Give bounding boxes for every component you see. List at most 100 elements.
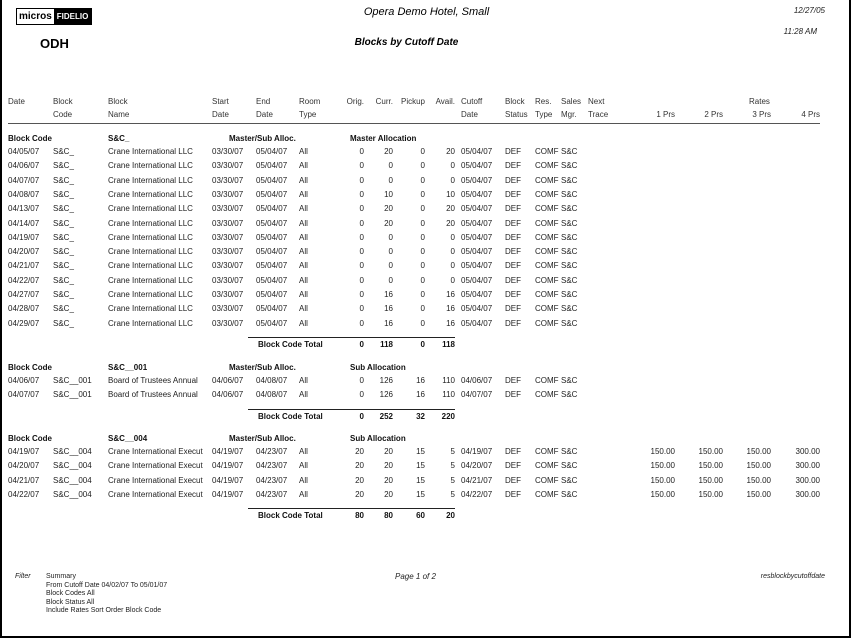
cell-sales-mgr: S&C — [561, 290, 578, 299]
cell-block-name: Crane International LLC — [108, 232, 193, 242]
cell-block-code: S&C__001 — [53, 390, 92, 400]
column-header-end-date: End — [256, 97, 271, 106]
cell-rate-4-prs: 300.00 — [795, 461, 820, 471]
cell-sales-mgr: S&C — [561, 147, 578, 156]
cell-start-date: 03/30/07 — [212, 290, 244, 299]
cell-pickup: 0 — [420, 161, 425, 171]
cell-curr: 20 — [384, 447, 393, 456]
cell-rate-1-prs: 150.00 — [650, 475, 675, 485]
filter-label: Filter — [15, 573, 31, 580]
cell-pickup: 0 — [420, 290, 425, 299]
cell-orig: 20 — [355, 461, 364, 471]
filter-line: Block Status All — [46, 598, 95, 606]
cell-sales-mgr: S&C — [561, 304, 578, 314]
cell-avail: 5 — [450, 461, 455, 471]
cell-date: 04/14/07 — [8, 218, 40, 228]
cell-sales-mgr: S&C — [561, 161, 578, 171]
cell-avail: 10 — [446, 189, 455, 199]
cell-end-date: 04/23/07 — [256, 489, 288, 499]
cell-rate-2-prs: 150.00 — [698, 489, 723, 499]
cell-block-name: Crane International Execut — [108, 461, 203, 471]
cell-sales-mgr: S&C — [561, 232, 578, 242]
cell-res-type: COMF — [535, 447, 559, 456]
cell-date: 04/21/07 — [8, 475, 40, 485]
cell-block-name: Board of Trustees Annual — [108, 376, 198, 385]
cell-curr: 126 — [379, 376, 393, 385]
cell-cutoff-date: 04/22/07 — [461, 489, 493, 499]
cell-cutoff-date: 05/04/07 — [461, 147, 493, 156]
cell-curr: 20 — [384, 204, 393, 214]
total-rule — [248, 408, 455, 410]
cell-block-status: DEF — [505, 489, 521, 499]
cell-sales-mgr: S&C — [561, 489, 578, 499]
column-header-start-date-line2: Date — [212, 110, 229, 119]
column-header-sales-mgr: Sales — [561, 97, 582, 106]
group-alloc-value: Master Allocation — [350, 134, 417, 143]
cell-rate-4-prs: 300.00 — [795, 447, 820, 456]
hotel-name: Opera Demo Hotel, Small — [363, 6, 490, 18]
cell-rate-1-prs: 150.00 — [650, 461, 675, 471]
group-alloc-label: Master/Sub Alloc. — [229, 434, 296, 443]
cell-start-date: 03/30/07 — [212, 304, 244, 314]
cell-start-date: 03/30/07 — [212, 232, 244, 242]
filter-list: Summary From Cutoff Date 04/02/07 To 05/… — [46, 573, 167, 616]
cell-orig: 0 — [359, 304, 364, 314]
cell-avail: 20 — [446, 204, 455, 214]
cell-cutoff-date: 05/04/07 — [461, 247, 493, 257]
cell-sales-mgr: S&C — [561, 390, 578, 400]
cell-sales-mgr: S&C — [561, 218, 578, 228]
cell-date: 04/19/07 — [8, 447, 40, 456]
cell-block-name: Crane International LLC — [108, 318, 193, 328]
cell-avail: 16 — [446, 290, 455, 299]
cell-curr: 20 — [384, 475, 393, 485]
cell-curr: 0 — [388, 247, 393, 257]
cell-pickup: 15 — [416, 489, 425, 499]
cell-start-date: 04/19/07 — [212, 461, 244, 471]
cell-start-date: 03/30/07 — [212, 261, 244, 271]
cell-block-name: Crane International LLC — [108, 247, 193, 257]
cell-res-type: COMF — [535, 147, 559, 156]
cell-cutoff-date: 05/04/07 — [461, 261, 493, 271]
cell-avail: 110 — [442, 376, 455, 385]
cell-orig: 0 — [359, 318, 364, 328]
cell-block-status: DEF — [505, 390, 521, 400]
cell-avail: 16 — [446, 304, 455, 314]
cell-cutoff-date: 05/04/07 — [461, 161, 493, 171]
cell-rate-4-prs: 300.00 — [795, 489, 820, 499]
cell-pickup: 0 — [420, 189, 425, 199]
group-label: Block Code — [8, 363, 53, 372]
group-alloc-value: Sub Allocation — [350, 363, 406, 372]
cell-date: 04/07/07 — [8, 175, 40, 185]
cell-end-date: 05/04/07 — [256, 318, 288, 328]
column-header-block-name: Block — [108, 97, 128, 106]
cell-date: 04/06/07 — [8, 376, 40, 385]
cell-room-type: All — [299, 204, 308, 214]
group-block-code: S&C_ — [108, 134, 130, 143]
total-pickup: 32 — [416, 411, 425, 421]
cell-pickup: 15 — [416, 447, 425, 456]
cell-block-code: S&C_ — [53, 318, 74, 328]
cell-block-status: DEF — [505, 261, 521, 271]
cell-orig: 0 — [359, 232, 364, 242]
cell-room-type: All — [299, 290, 308, 299]
cell-res-type: COMF — [535, 318, 559, 328]
cell-block-name: Crane International LLC — [108, 189, 193, 199]
cell-start-date: 03/30/07 — [212, 147, 244, 156]
cell-sales-mgr: S&C — [561, 204, 578, 214]
cell-orig: 0 — [359, 290, 364, 299]
cell-room-type: All — [299, 161, 308, 171]
cell-block-code: S&C_ — [53, 247, 74, 257]
cell-block-status: DEF — [505, 290, 521, 299]
cell-curr: 16 — [384, 318, 393, 328]
cell-room-type: All — [299, 475, 308, 485]
cell-avail: 0 — [450, 161, 455, 171]
cell-rate-3-prs: 150.00 — [746, 447, 771, 456]
print-time: 11:28 AM — [783, 27, 817, 36]
cell-end-date: 05/04/07 — [256, 147, 288, 156]
cell-room-type: All — [299, 304, 308, 314]
filter-line: Include Rates Sort Order Block Code — [46, 607, 162, 614]
cell-block-code: S&C_ — [53, 218, 74, 228]
cell-block-code: S&C_ — [53, 189, 74, 199]
cell-block-code: S&C_ — [53, 204, 74, 214]
cell-block-name: Board of Trustees Annual — [108, 390, 198, 400]
